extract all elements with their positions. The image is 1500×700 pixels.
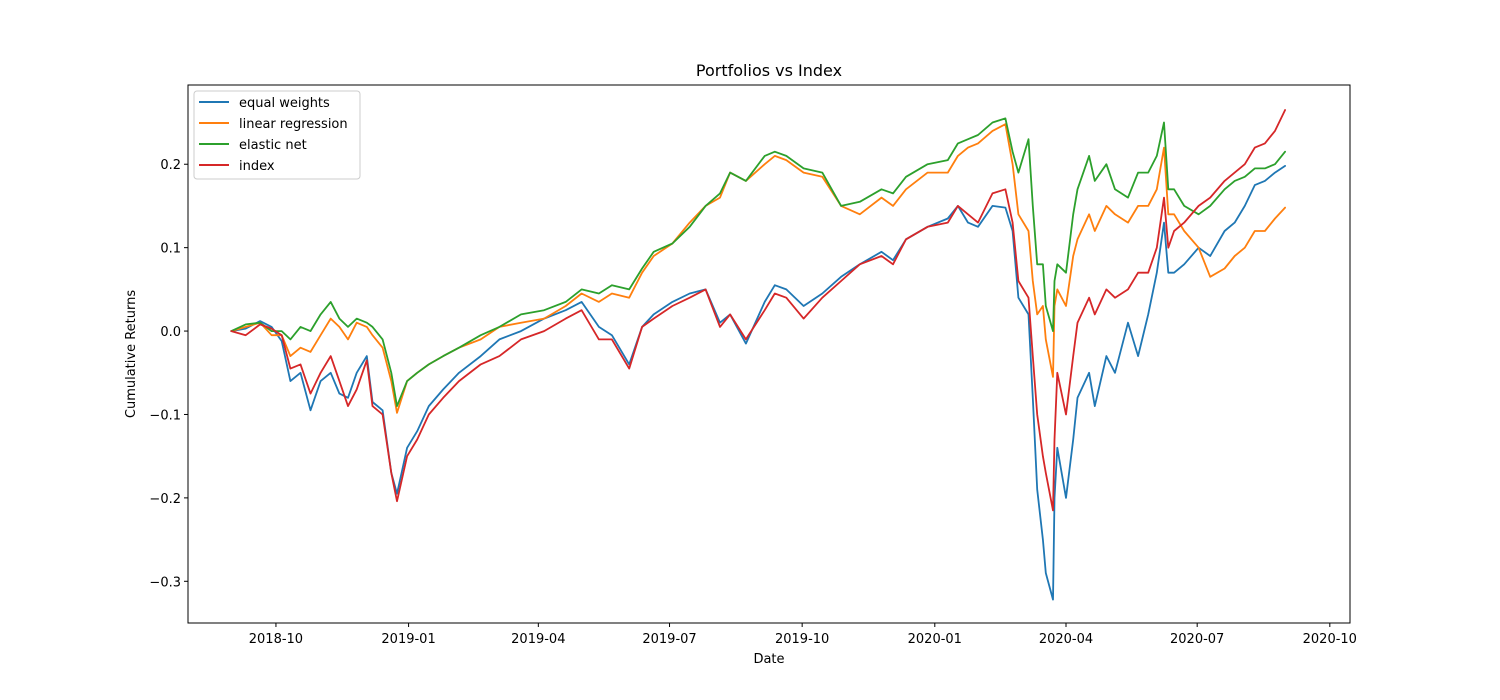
y-tick-label: 0.0 [160,325,181,340]
legend-label: elastic net [239,138,307,153]
y-tick-label: 0.1 [160,242,181,257]
legend-box [193,90,361,180]
x-tick-label: 2020-10 [1303,632,1357,647]
x-tick-label: 2019-01 [381,632,435,647]
y-tick-label: −0.1 [149,408,181,423]
x-tick-label: 2020-07 [1170,632,1224,647]
x-tick-label: 2020-01 [908,632,962,647]
series-lines [230,109,1286,601]
x-tick-label: 2019-07 [642,632,696,647]
y-axis-title: Cumulative Returns [124,290,139,418]
legend: equal weights linear regression elastic ne… [193,90,361,180]
y-axis: −0.3 −0.2 −0.1 0.0 0.1 0.2 [149,158,188,590]
legend-label: linear regression [239,117,348,132]
legend-items: equal weights linear regression elastic ne… [199,96,348,174]
series-line-index [230,109,1286,512]
x-tick-label: 2020-04 [1039,632,1093,647]
x-tick-label: 2018-10 [249,632,303,647]
chart-title: Portfolios vs Index [696,61,842,80]
x-tick-label: 2019-04 [511,632,565,647]
y-tick-label: −0.3 [149,575,181,590]
plot-area-frame [187,84,1351,624]
x-axis: 2018-10 2019-01 2019-04 2019-07 2019-10 2020-… [249,623,1357,647]
y-tick-label: 0.2 [160,158,181,173]
legend-label: index [239,159,275,174]
series-line-equal-weights [230,164,1286,601]
x-axis-title: Date [753,652,784,667]
legend-label: equal weights [239,96,330,111]
x-tick-label: 2019-10 [775,632,829,647]
y-tick-label: −0.2 [149,492,181,507]
series-line-elastic-net [230,117,1286,408]
